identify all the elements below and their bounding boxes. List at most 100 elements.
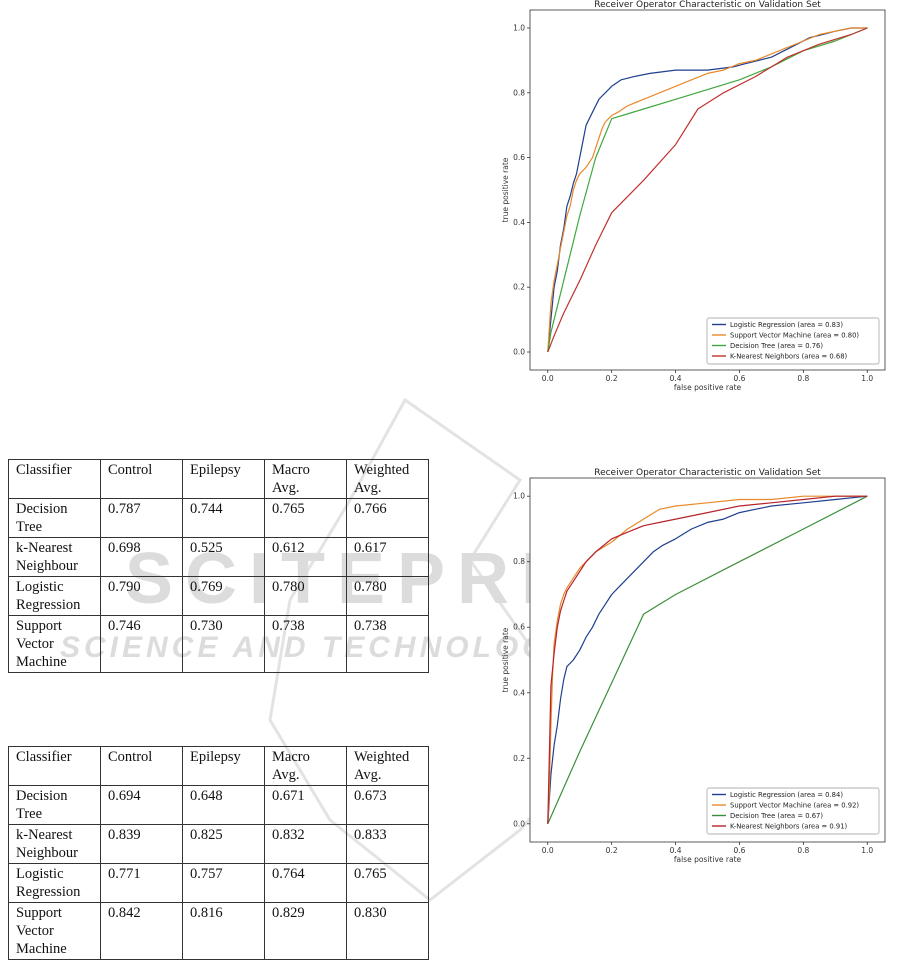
table-cell: 0.744 (182, 498, 265, 538)
series-line-3 (547, 27, 868, 353)
table-header-cell: Weighted Avg. (346, 459, 429, 499)
table-cell: 0.832 (264, 824, 347, 864)
table-cell: 0.525 (182, 537, 265, 577)
series-line-0 (547, 495, 868, 824)
x-axis-label: false positive rate (674, 855, 742, 864)
y-tick-label: 1.0 (513, 24, 525, 33)
table-header-cell: Classifier (8, 459, 101, 499)
table-cell: Logistic Regression (8, 863, 101, 903)
table-cell: 0.830 (346, 902, 429, 960)
table-cell: k-Nearest Neighbour (8, 824, 101, 864)
x-tick-label: 0.6 (733, 846, 745, 855)
table-cell: 0.757 (182, 863, 265, 903)
table-cell: Decision Tree (8, 498, 101, 538)
legend-label: Logistic Regression (area = 0.84) (730, 791, 843, 799)
table-cell: 0.765 (346, 863, 429, 903)
legend-label: Decision Tree (area = 0.76) (730, 342, 823, 350)
table-cell: 0.671 (264, 785, 347, 825)
y-tick-label: 1.0 (513, 492, 525, 501)
table-row: k-Nearest Neighbour 0.698 0.525 0.612 0.… (8, 537, 429, 577)
x-tick-label: 0.8 (797, 374, 809, 383)
table-cell: 0.787 (100, 498, 183, 538)
x-tick-label: 0.2 (606, 374, 618, 383)
y-axis-label: true positive rate (501, 627, 510, 692)
table-header-cell: Epilepsy (182, 746, 265, 786)
table-cell: 0.648 (182, 785, 265, 825)
legend-label: Decision Tree (area = 0.67) (730, 812, 823, 820)
roc-chart-1: Receiver Operator Characteristic on Vali… (501, 0, 886, 392)
table-cell: 0.730 (182, 615, 265, 673)
table-row: Support Vector Machine 0.746 0.730 0.738… (8, 615, 429, 673)
x-tick-label: 1.0 (861, 846, 873, 855)
y-tick-label: 0.4 (513, 218, 525, 227)
x-tick-label: 0.0 (542, 846, 554, 855)
table-cell: Support Vector Machine (8, 615, 101, 673)
legend-label: Support Vector Machine (area = 0.92) (730, 802, 859, 810)
x-tick-label: 0.4 (670, 374, 682, 383)
table-cell: 0.842 (100, 902, 183, 960)
y-tick-label: 0.4 (513, 688, 525, 697)
series-line-0 (547, 27, 868, 353)
results-table-2: Classifier Control Epilepsy Macro Avg. W… (8, 746, 429, 960)
table-row: Decision Tree 0.694 0.648 0.671 0.673 (8, 785, 429, 825)
table-row: k-Nearest Neighbour 0.839 0.825 0.832 0.… (8, 824, 429, 864)
table-cell: 0.771 (100, 863, 183, 903)
table-header-cell: Macro Avg. (264, 459, 347, 499)
table-cell: 0.738 (346, 615, 429, 673)
table-header-cell: Weighted Avg. (346, 746, 429, 786)
table-header-cell: Control (100, 459, 183, 499)
table-cell: 0.617 (346, 537, 429, 577)
y-tick-label: 0.0 (513, 348, 525, 357)
chart-title: Receiver Operator Characteristic on Vali… (594, 0, 821, 10)
y-tick-label: 0.2 (513, 754, 525, 763)
legend-label: K-Nearest Neighbors (area = 0.68) (730, 353, 848, 361)
y-axis-label: true positive rate (501, 157, 510, 222)
table-cell: 0.780 (346, 576, 429, 616)
table-cell: 0.833 (346, 824, 429, 864)
table-cell: 0.746 (100, 615, 183, 673)
table-cell: Decision Tree (8, 785, 101, 825)
table-header-cell: Macro Avg. (264, 746, 347, 786)
series-line-2 (547, 495, 868, 825)
table-header-cell: Classifier (8, 746, 101, 786)
x-axis-label: false positive rate (674, 383, 742, 392)
table-cell: Logistic Regression (8, 576, 101, 616)
series-line-3 (547, 495, 868, 824)
y-tick-label: 0.6 (513, 153, 525, 162)
table-cell: 0.766 (346, 498, 429, 538)
table-cell: 0.780 (264, 576, 347, 616)
table-cell: 0.769 (182, 576, 265, 616)
table-row: Logistic Regression 0.771 0.757 0.764 0.… (8, 863, 429, 903)
y-tick-label: 0.2 (513, 283, 525, 292)
table-cell: 0.612 (264, 537, 347, 577)
legend-box (706, 787, 880, 835)
table-cell: 0.698 (100, 537, 183, 577)
legend-box (706, 317, 880, 365)
table-header-row: Classifier Control Epilepsy Macro Avg. W… (8, 459, 429, 499)
x-tick-label: 0.2 (606, 846, 618, 855)
chart-title: Receiver Operator Characteristic on Vali… (594, 468, 821, 478)
y-tick-label: 0.0 (513, 819, 525, 828)
table-cell: 0.816 (182, 902, 265, 960)
x-tick-label: 0.8 (797, 846, 809, 855)
x-tick-label: 0.4 (670, 846, 682, 855)
legend-label: Support Vector Machine (area = 0.80) (730, 332, 859, 340)
legend-label: K-Nearest Neighbors (area = 0.91) (730, 823, 848, 831)
y-tick-label: 0.6 (513, 623, 525, 632)
table-header-cell: Control (100, 746, 183, 786)
table-cell: 0.829 (264, 902, 347, 960)
table-cell: 0.764 (264, 863, 347, 903)
table-cell: 0.825 (182, 824, 265, 864)
legend-label: Logistic Regression (area = 0.83) (730, 321, 843, 329)
table-row: Decision Tree 0.787 0.744 0.765 0.766 (8, 498, 429, 538)
table-cell: 0.673 (346, 785, 429, 825)
roc-chart-2: Receiver Operator Characteristic on Vali… (501, 468, 886, 864)
table-cell: k-Nearest Neighbour (8, 537, 101, 577)
x-tick-label: 0.6 (733, 374, 745, 383)
table-cell: 0.790 (100, 576, 183, 616)
plot-frame (529, 9, 886, 371)
table-header-row: Classifier Control Epilepsy Macro Avg. W… (8, 746, 429, 786)
results-table-1: Classifier Control Epilepsy Macro Avg. W… (8, 459, 429, 673)
table-cell: 0.738 (264, 615, 347, 673)
table-header-cell: Epilepsy (182, 459, 265, 499)
